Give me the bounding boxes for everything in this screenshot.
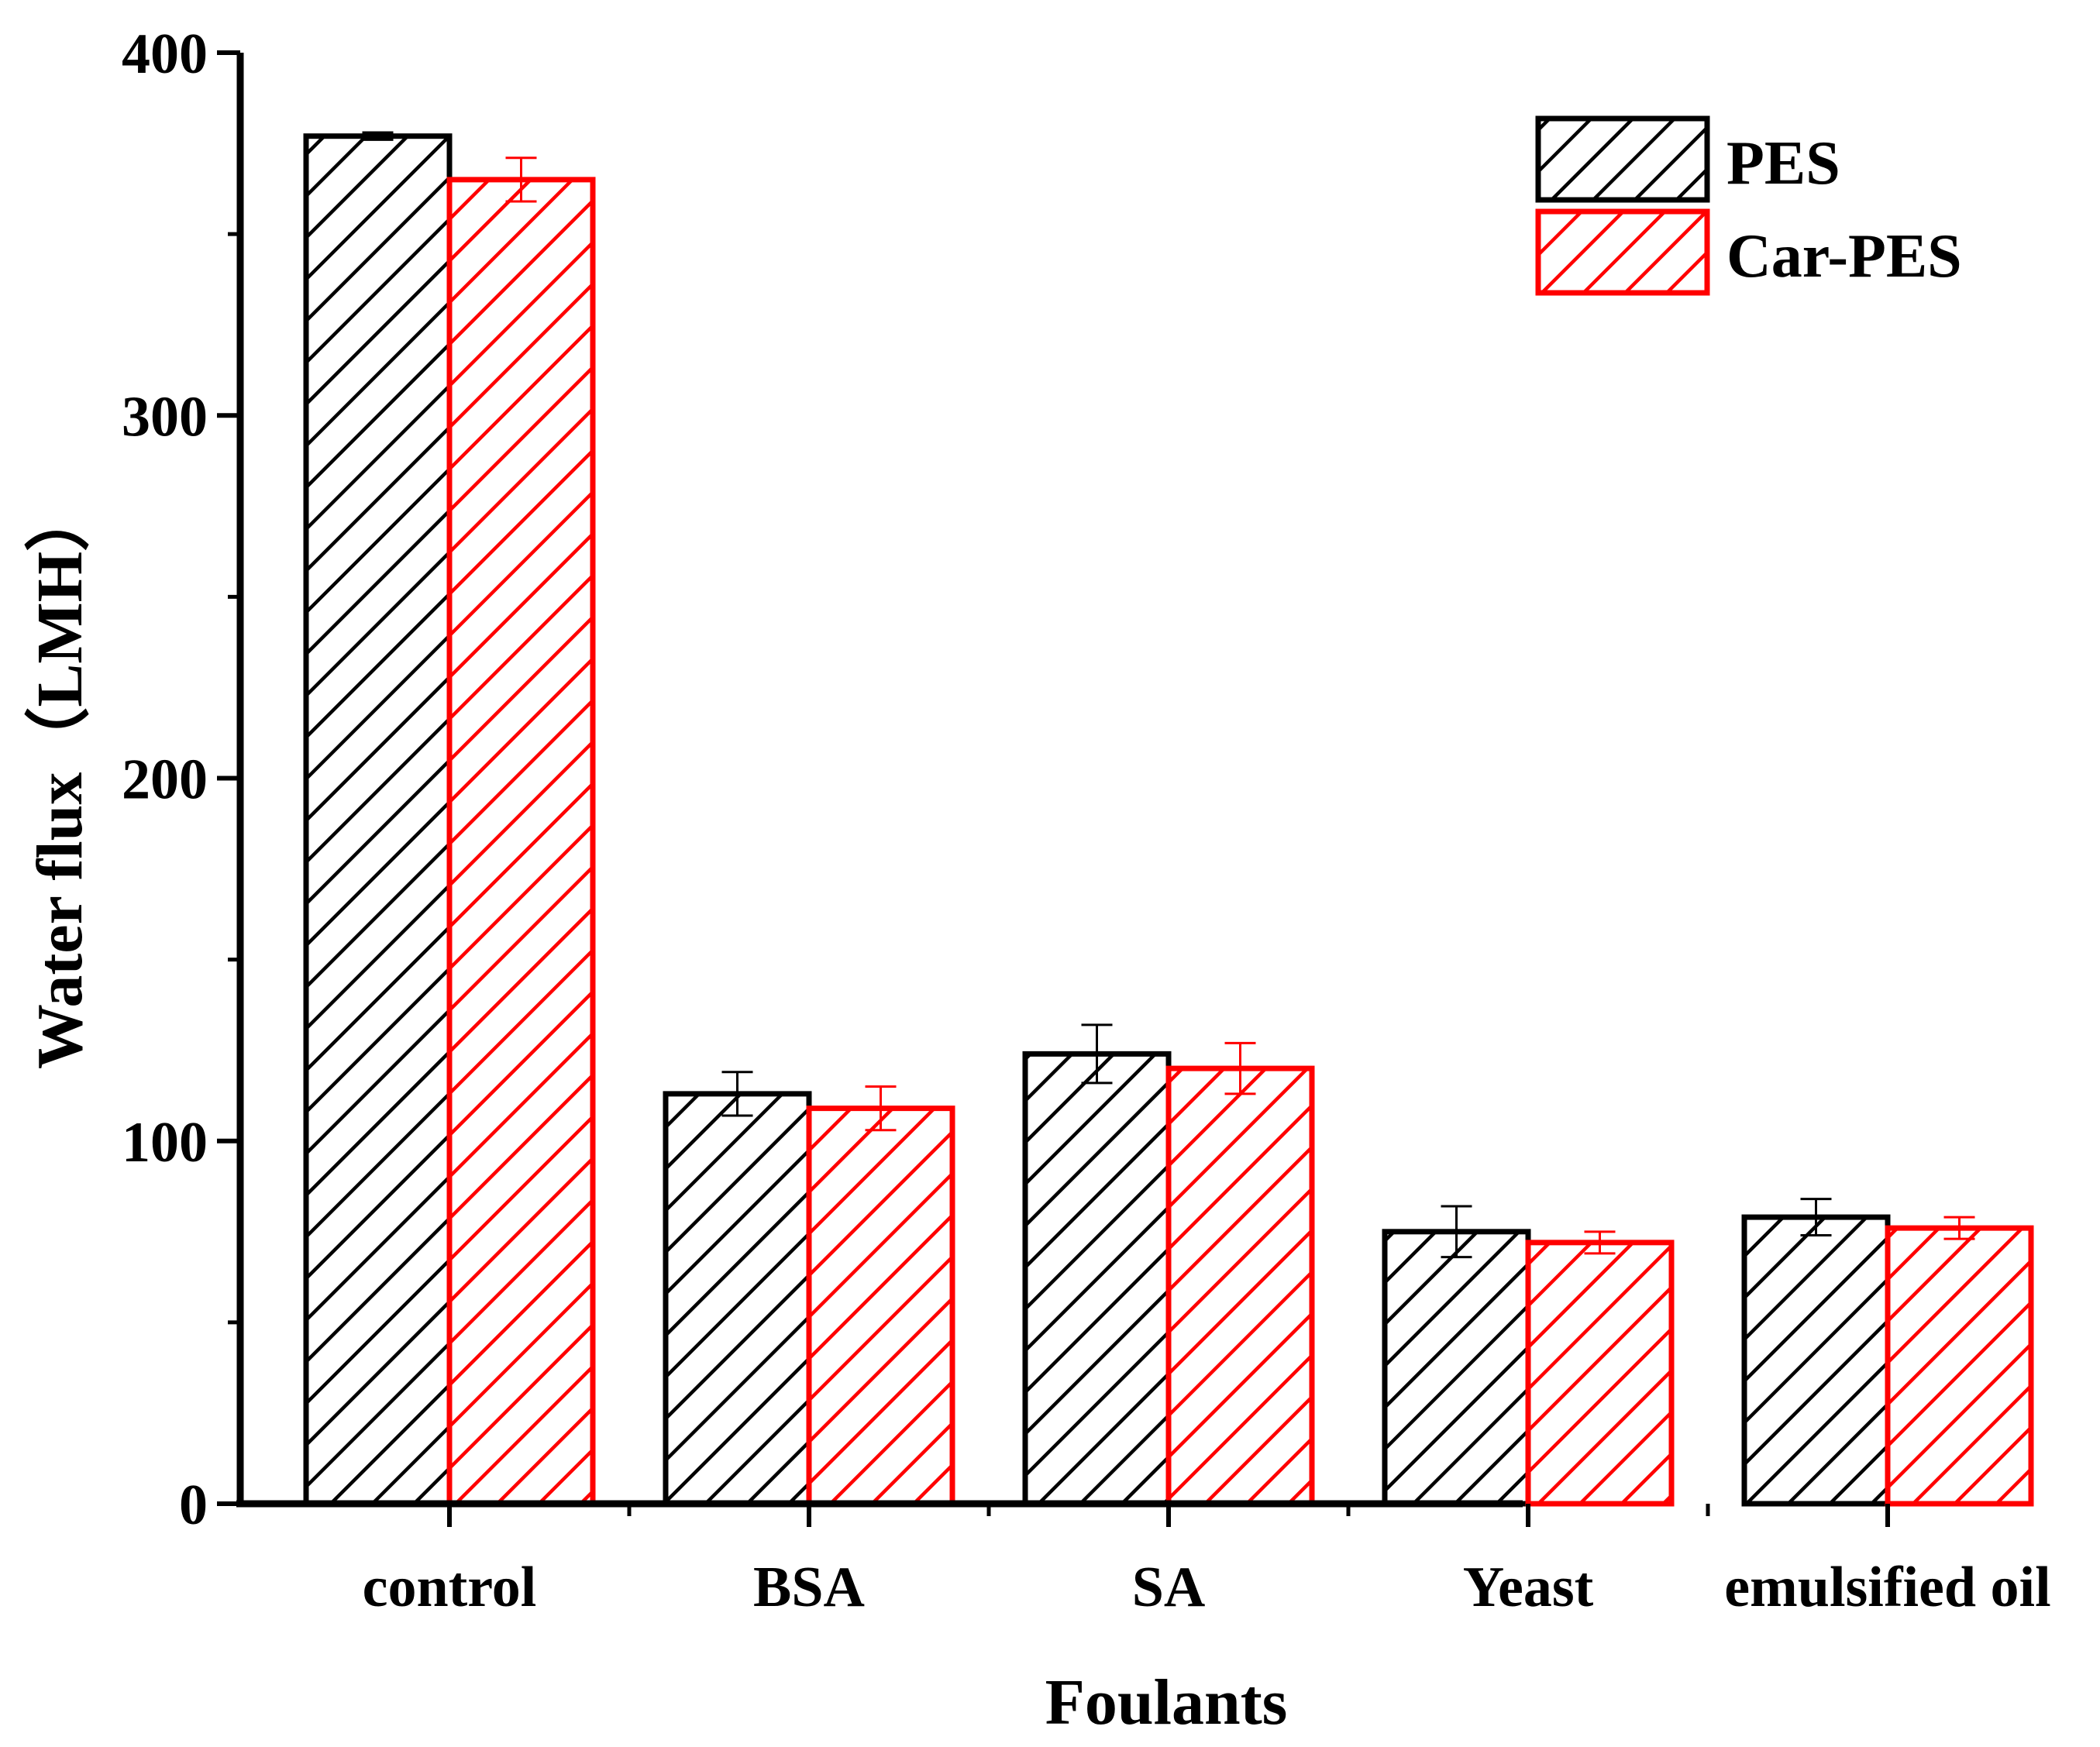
bar-car-pes-bsa xyxy=(806,1106,955,1507)
bar-car-pes-control xyxy=(446,177,596,1507)
bar-car-pes-sa xyxy=(1165,1065,1315,1507)
bar-pes-bsa xyxy=(663,1091,812,1507)
y-tick-label-200: 200 xyxy=(122,748,208,812)
x-tick-label-bsa: BSA xyxy=(753,1556,865,1619)
error-bar-car-pes-bsa xyxy=(865,1085,897,1132)
y-tick-label-300: 300 xyxy=(122,385,208,449)
error-bar-pes-emulsified-oil xyxy=(1800,1198,1832,1236)
error-bar-car-pes-sa xyxy=(1224,1041,1256,1095)
bar-car-pes-yeast xyxy=(1525,1240,1675,1507)
legend-label-pes: PES xyxy=(1726,129,1840,198)
bar-pes-yeast xyxy=(1382,1229,1531,1507)
y-tick-label-100: 100 xyxy=(122,1111,208,1174)
error-bar-car-pes-control xyxy=(505,156,537,203)
legend: PES Car-PES xyxy=(1535,115,1962,296)
y-tick-label-0: 0 xyxy=(179,1474,208,1537)
legend-swatch-pes xyxy=(1535,115,1710,203)
error-bar-car-pes-emulsified-oil xyxy=(1943,1216,1975,1240)
y-axis-title: Water flux（LMH） xyxy=(24,487,96,1069)
bar-pes-sa xyxy=(1022,1051,1172,1507)
x-axis-title: Foulants xyxy=(1045,1666,1288,1738)
x-tick-label-sa: SA xyxy=(1132,1556,1206,1619)
error-bars-layer xyxy=(362,131,1975,1259)
x-tick-label-emulsified-oil: emulsified oil xyxy=(1724,1556,2050,1619)
error-bar-pes-control xyxy=(362,131,394,141)
legend-swatch-car-pes xyxy=(1535,208,1710,296)
bar-car-pes-emulsified-oil xyxy=(1885,1225,2034,1507)
error-bar-pes-bsa xyxy=(721,1071,753,1117)
bar-pes-emulsified-oil xyxy=(1741,1214,1891,1507)
x-tick-label-control: control xyxy=(363,1556,537,1619)
x-tick-label-yeast: Yeast xyxy=(1463,1556,1594,1619)
error-bar-pes-yeast xyxy=(1441,1205,1472,1259)
bar-pes-control xyxy=(303,133,453,1507)
ticks-layer: control BSA SA Yeast emulsified oil 0 100 200 30… xyxy=(122,22,2051,1619)
bars-layer xyxy=(303,133,2034,1507)
y-tick-label-400: 400 xyxy=(122,22,208,86)
legend-label-car-pes: Car-PES xyxy=(1726,222,1962,291)
error-bar-pes-sa xyxy=(1081,1023,1113,1085)
error-bar-car-pes-yeast xyxy=(1584,1230,1616,1255)
